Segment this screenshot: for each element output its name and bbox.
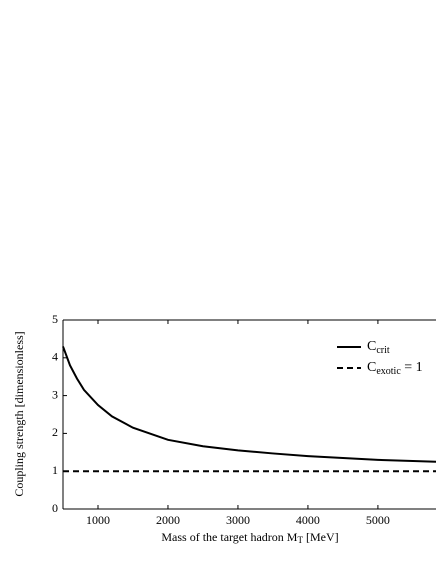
x-axis-label: Mass of the target hadron MT [MeV] bbox=[161, 530, 338, 545]
legend-subscript: exotic bbox=[376, 366, 401, 377]
y-tick-label: 2 bbox=[52, 425, 58, 439]
x-tick-label: 3000 bbox=[226, 513, 250, 527]
y-tick-label: 1 bbox=[52, 463, 58, 477]
y-tick-label: 5 bbox=[52, 312, 58, 326]
legend-subscript: crit bbox=[376, 345, 390, 356]
x-tick-label: 2000 bbox=[156, 513, 180, 527]
x-tick-label: 5000 bbox=[366, 513, 390, 527]
legend-label: Cexotic = 1 bbox=[367, 360, 423, 377]
line-series bbox=[62, 346, 436, 463]
legend-suffix: = 1 bbox=[401, 360, 423, 375]
x-tick-label: 4000 bbox=[296, 513, 320, 527]
legend-name: C bbox=[367, 360, 376, 375]
x-tick-label: 1000 bbox=[86, 513, 110, 527]
y-axis-label: Coupling strength [dimensionless] bbox=[12, 331, 26, 496]
legend-name: C bbox=[367, 339, 376, 354]
legend-label: Ccrit bbox=[367, 339, 390, 356]
y-tick-label: 4 bbox=[52, 350, 58, 364]
y-tick-label: 0 bbox=[52, 501, 58, 515]
y-tick-label: 3 bbox=[52, 387, 58, 401]
